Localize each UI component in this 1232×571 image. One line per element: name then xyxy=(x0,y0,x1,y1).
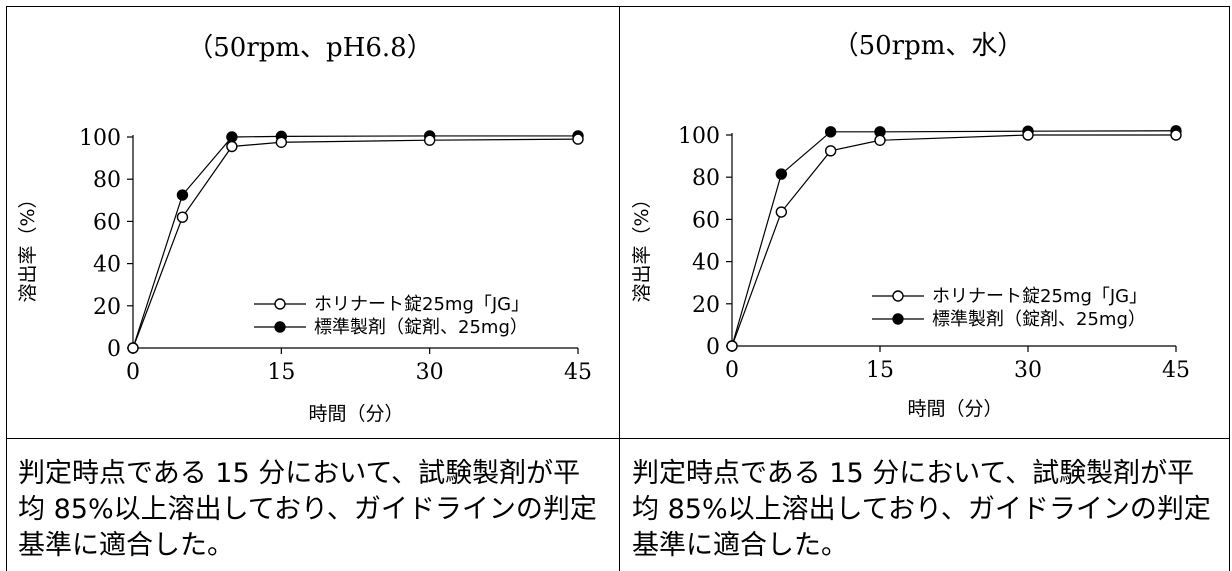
data-point-series-2 xyxy=(775,168,788,180)
data-point-series-1 xyxy=(726,340,738,352)
series-line-1 xyxy=(132,138,579,349)
data-point-series-1 xyxy=(874,134,886,146)
data-point-series-1 xyxy=(423,134,436,146)
y-tick-label: 40 xyxy=(93,253,121,278)
legend-label-2: 標準製剤（錠剤、25mg） xyxy=(314,317,528,338)
data-point-series-2 xyxy=(226,131,238,143)
comparison-table: （50rpm、pH6.8） 0 20 40 60 80 100 0 15 30 45 溶出率（%） 時間… xyxy=(6,6,1230,571)
x-tick-label: 30 xyxy=(1014,358,1042,383)
y-tick-label: 40 xyxy=(692,251,720,276)
x-tick-label: 30 xyxy=(416,360,444,385)
data-point-series-1 xyxy=(824,145,837,157)
y-tick-label: 100 xyxy=(678,124,720,149)
series-line-2 xyxy=(731,130,1177,347)
legend-label-1: ホリナート錠25mg「JG」 xyxy=(932,286,1147,307)
legend-label-2: 標準製剤（錠剤、25mg） xyxy=(932,309,1146,330)
x-axis-title: 時間（分） xyxy=(308,403,403,425)
legend-marker-2 xyxy=(892,313,904,325)
x-tick-label: 15 xyxy=(267,360,295,385)
x-tick-label: 45 xyxy=(564,360,592,385)
x-tick-label: 15 xyxy=(866,358,894,383)
y-tick-label: 20 xyxy=(93,295,121,320)
data-point-series-1 xyxy=(572,133,584,145)
y-tick-label: 0 xyxy=(706,335,720,360)
conclusion-text-left: 判定時点である 15 分において、試験製剤が平均 85%以上溶出しており、ガイド… xyxy=(18,458,597,561)
chart-cell-left: （50rpm、pH6.8） 0 20 40 60 80 100 0 15 30 45 溶出率（%） 時間… xyxy=(6,6,619,438)
table-border-right xyxy=(1229,6,1230,571)
table-border-top xyxy=(6,6,1230,7)
x-tick-label: 0 xyxy=(725,358,739,383)
data-point-series-1 xyxy=(275,136,288,148)
y-axis-title: 溶出率（%） xyxy=(631,189,653,302)
x-tick-label: 45 xyxy=(1162,358,1190,383)
legend-marker-1 xyxy=(892,290,904,302)
y-tick-label: 0 xyxy=(107,337,121,362)
data-point-series-2 xyxy=(176,189,189,201)
data-point-series-1 xyxy=(1170,129,1182,141)
data-point-series-1 xyxy=(127,342,139,354)
x-axis-title: 時間（分） xyxy=(907,398,1002,420)
table-border-middle xyxy=(619,6,620,571)
table-border-left xyxy=(6,6,7,571)
y-axis-title: 溶出率（%） xyxy=(17,189,39,302)
data-point-series-1 xyxy=(176,211,189,223)
y-tick-label: 60 xyxy=(692,208,720,233)
table-border-divider xyxy=(6,438,1230,439)
chart-title: （50rpm、水） xyxy=(833,31,1024,61)
y-tick-label: 20 xyxy=(692,293,720,318)
chart-title: （50rpm、pH6.8） xyxy=(187,33,432,63)
x-tick-label: 0 xyxy=(126,360,140,385)
legend-label-1: ホリナート錠25mg「JG」 xyxy=(314,294,529,315)
y-tick-label: 60 xyxy=(93,210,121,235)
chart-cell-right: （50rpm、水） 0 20 40 60 80 100 0 15 30 45 溶出率（%） 時間（分） ホ… xyxy=(620,6,1229,438)
dissolution-chart-water: （50rpm、水） 0 20 40 60 80 100 0 15 30 45 溶出率（%） 時間（分） ホ… xyxy=(631,31,1190,420)
legend-marker-2 xyxy=(274,321,286,333)
data-point-series-1 xyxy=(775,206,788,218)
y-tick-label: 100 xyxy=(79,126,121,151)
dissolution-chart-ph68: （50rpm、pH6.8） 0 20 40 60 80 100 0 15 30 45 溶出率（%） 時間… xyxy=(17,33,592,425)
data-point-series-1 xyxy=(226,140,238,153)
conclusion-text-right: 判定時点である 15 分において、試験製剤が平均 85%以上溶出しており、ガイド… xyxy=(632,458,1211,561)
legend-marker-1 xyxy=(274,298,286,310)
data-point-series-2 xyxy=(824,126,837,138)
data-point-series-1 xyxy=(1022,129,1034,141)
series-line-1 xyxy=(731,134,1176,347)
series-line-2 xyxy=(132,135,578,349)
y-tick-label: 80 xyxy=(692,166,720,191)
y-tick-label: 80 xyxy=(93,168,121,193)
